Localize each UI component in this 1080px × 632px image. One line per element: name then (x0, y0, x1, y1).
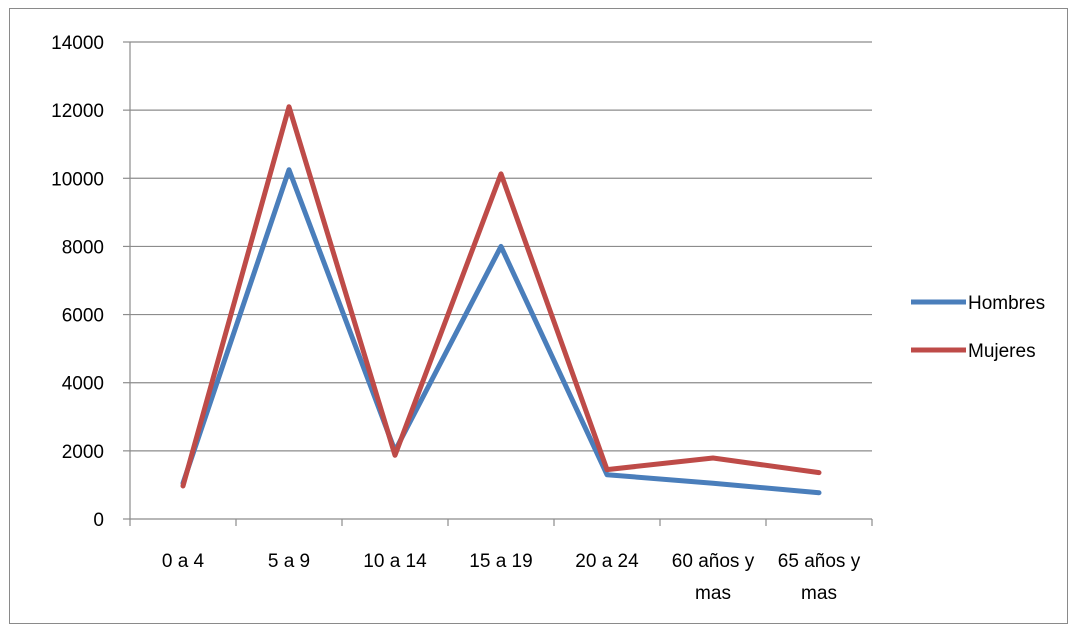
y-tick-label-6: 12000 (51, 101, 104, 122)
series-line-hombres (180, 167, 822, 496)
series-line-mujeres (180, 104, 822, 489)
x-tick-label-line: mas (801, 583, 837, 604)
x-tick-label-1: 5 a 9 (268, 551, 310, 572)
y-tick-label-7: 14000 (51, 33, 104, 54)
series-lines (180, 104, 822, 496)
legend-label-hombres: Hombres (968, 293, 1045, 314)
y-tick-label-5: 10000 (51, 169, 104, 190)
x-tick-label-line: 20 a 24 (575, 551, 639, 572)
x-tick-label-line: 15 a 19 (469, 551, 532, 572)
x-tick-label-0: 0 a 4 (162, 551, 205, 572)
x-tick-label-line: 65 años y (778, 551, 861, 572)
x-tick-label-line: 10 a 14 (363, 551, 427, 572)
x-tick-label-line: 60 años y (672, 551, 755, 572)
x-tick-label-3: 15 a 19 (469, 551, 532, 572)
x-tick-label-line: 0 a 4 (162, 551, 205, 572)
legend: Hombres Mujeres (911, 293, 1045, 362)
y-tick-label-4: 8000 (62, 237, 104, 258)
x-tick-label-6: 65 años y mas (778, 551, 861, 604)
x-tick-label-line: 5 a 9 (268, 551, 310, 572)
y-tick-label-0: 0 (93, 510, 104, 531)
x-tick-label-5: 60 años y mas (672, 551, 755, 604)
x-tick-label-line: mas (695, 583, 731, 604)
legend-label-mujeres: Mujeres (968, 341, 1036, 362)
axes (123, 41, 873, 526)
x-tick-label-4: 20 a 24 (575, 551, 639, 572)
y-tick-label-2: 4000 (62, 374, 104, 395)
x-tick-label-2: 10 a 14 (363, 551, 427, 572)
y-tick-label-3: 6000 (62, 306, 104, 327)
y-tick-label-1: 2000 (62, 442, 104, 463)
tick-labels: 0 2000 4000 6000 8000 10000 12000 14000 0 a 4 5 a… (51, 33, 861, 604)
